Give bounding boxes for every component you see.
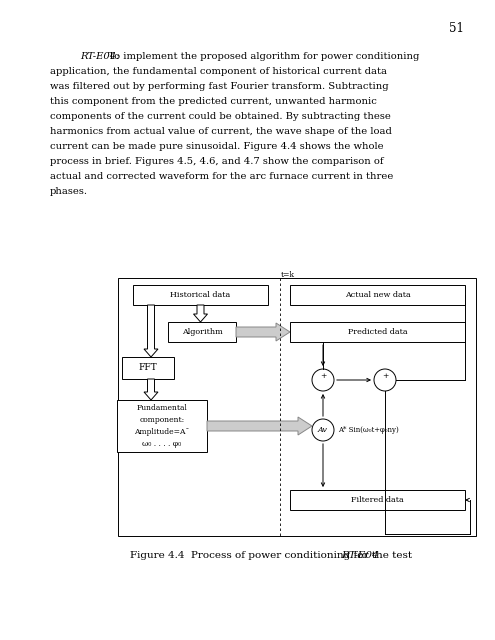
Text: ω₀ . . . . φ₀: ω₀ . . . . φ₀ [143, 440, 182, 448]
Text: Historical data: Historical data [170, 291, 231, 299]
Text: this component from the predicted current, unwanted harmonic: this component from the predicted curren… [50, 97, 377, 106]
Text: Amplitude=A¯: Amplitude=A¯ [134, 428, 190, 436]
Text: Algorithm: Algorithm [182, 328, 222, 336]
Text: Av: Av [318, 426, 328, 434]
Text: Predicted data: Predicted data [347, 328, 407, 336]
Text: harmonics from actual value of current, the wave shape of the load: harmonics from actual value of current, … [50, 127, 392, 136]
Text: Filtered data: Filtered data [351, 496, 404, 504]
Text: was filtered out by performing fast Fourier transform. Subtracting: was filtered out by performing fast Four… [50, 82, 389, 91]
Circle shape [374, 369, 396, 391]
Text: current can be made pure sinusoidal. Figure 4.4 shows the whole: current can be made pure sinusoidal. Fig… [50, 142, 384, 151]
Text: Fundamental: Fundamental [137, 404, 188, 412]
Bar [118, 278, 476, 536]
Text: components of the current could be obtained. By subtracting these: components of the current could be obtai… [50, 112, 391, 121]
Bar [122, 357, 174, 379]
Polygon shape [144, 305, 158, 357]
Bar [290, 285, 465, 305]
Circle shape [312, 419, 334, 441]
Text: component:: component: [140, 416, 185, 424]
Text: Figure 4.4  Process of power conditioning for the test: Figure 4.4 Process of power conditioning… [130, 552, 415, 561]
Text: +: + [320, 372, 326, 380]
Bar [290, 322, 465, 342]
Text: phases.: phases. [50, 187, 88, 196]
Text: 51: 51 [448, 22, 463, 35]
Text: +: + [382, 372, 388, 380]
Polygon shape [236, 323, 290, 341]
Bar [168, 322, 236, 342]
Polygon shape [207, 417, 312, 435]
Text: application, the fundamental component of historical current data: application, the fundamental component o… [50, 67, 387, 76]
Text: actual and corrected waveform for the arc furnace current in three: actual and corrected waveform for the ar… [50, 172, 394, 181]
Text: RT-E04: RT-E04 [342, 552, 379, 561]
Text: t=k: t=k [281, 271, 295, 279]
Text: process in brief. Figures 4.5, 4.6, and 4.7 show the comparison of: process in brief. Figures 4.5, 4.6, and … [50, 157, 384, 166]
Polygon shape [144, 379, 158, 400]
Polygon shape [194, 305, 207, 322]
Text: A* Sin(ω₀t+φ₀ny): A* Sin(ω₀t+φ₀ny) [338, 426, 399, 434]
Text: Actual new data: Actual new data [345, 291, 410, 299]
Circle shape [312, 369, 334, 391]
Bar [133, 285, 268, 305]
Text: FFT: FFT [139, 364, 157, 372]
Text: To implement the proposed algorithm for power conditioning: To implement the proposed algorithm for … [105, 52, 420, 61]
Bar [290, 490, 465, 510]
Bar [117, 400, 207, 452]
Text: RT-E04:: RT-E04: [80, 52, 119, 61]
